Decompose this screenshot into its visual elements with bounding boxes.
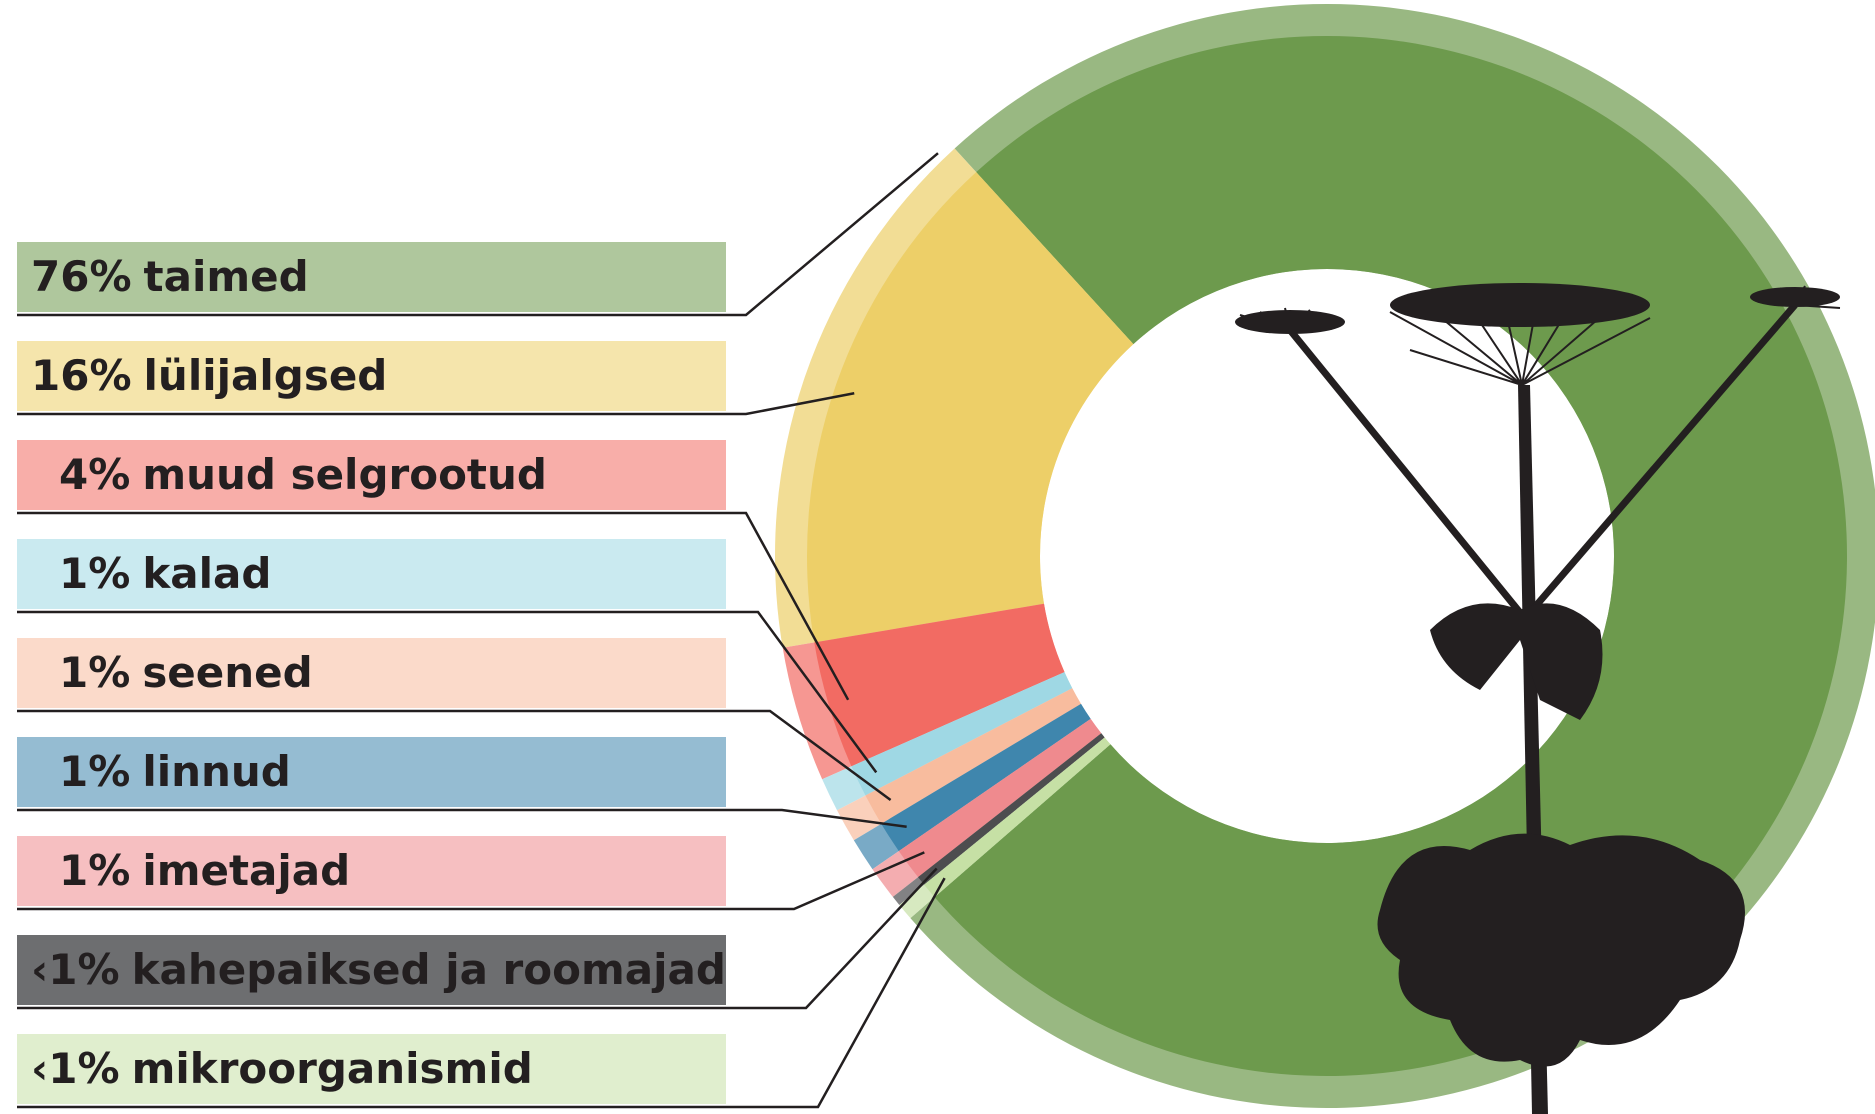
legend-name: linnud — [142, 747, 291, 796]
legend-value: 4% — [59, 450, 130, 499]
legend-value: ‹1% — [31, 1044, 120, 1093]
legend-name: kahepaiksed ja roomajad — [132, 945, 726, 994]
legend-value: ‹1% — [31, 945, 120, 994]
legend-label: ‹1%mikroorganismid — [31, 1044, 533, 1093]
legend-name: mikroorganismid — [132, 1044, 533, 1093]
legend-name: taimed — [144, 252, 309, 301]
legend-label: 1%linnud — [59, 747, 291, 796]
legend-label: 76%taimed — [31, 252, 309, 301]
legend-label: 1%seened — [59, 648, 313, 697]
legend-label: 1%imetajad — [59, 846, 350, 895]
page: {"chart_data": {"type": "pie", "categori… — [0, 0, 1875, 1114]
legend-name: seened — [142, 648, 312, 697]
legend-label: 16%lülijalgsed — [31, 351, 387, 400]
legend-value: 76% — [31, 252, 132, 301]
legend-value: 1% — [59, 648, 130, 697]
legend-name: kalad — [142, 549, 271, 598]
legend-value: 1% — [59, 846, 130, 895]
chart: 76%taimed 16%lülijalgsed 4%muud selgrootud… — [0, 0, 1875, 1114]
legend-name: muud selgrootud — [142, 450, 547, 499]
leader-line — [17, 810, 907, 827]
legend-value: 16% — [31, 351, 132, 400]
legend-value: 1% — [59, 747, 130, 796]
legend-label: ‹1%kahepaiksed ja roomajad — [31, 945, 726, 994]
legend-name: imetajad — [142, 846, 350, 895]
legend-name: lülijalgsed — [144, 351, 388, 400]
legend-value: 1% — [59, 549, 130, 598]
legend-label: 1%kalad — [59, 549, 271, 598]
